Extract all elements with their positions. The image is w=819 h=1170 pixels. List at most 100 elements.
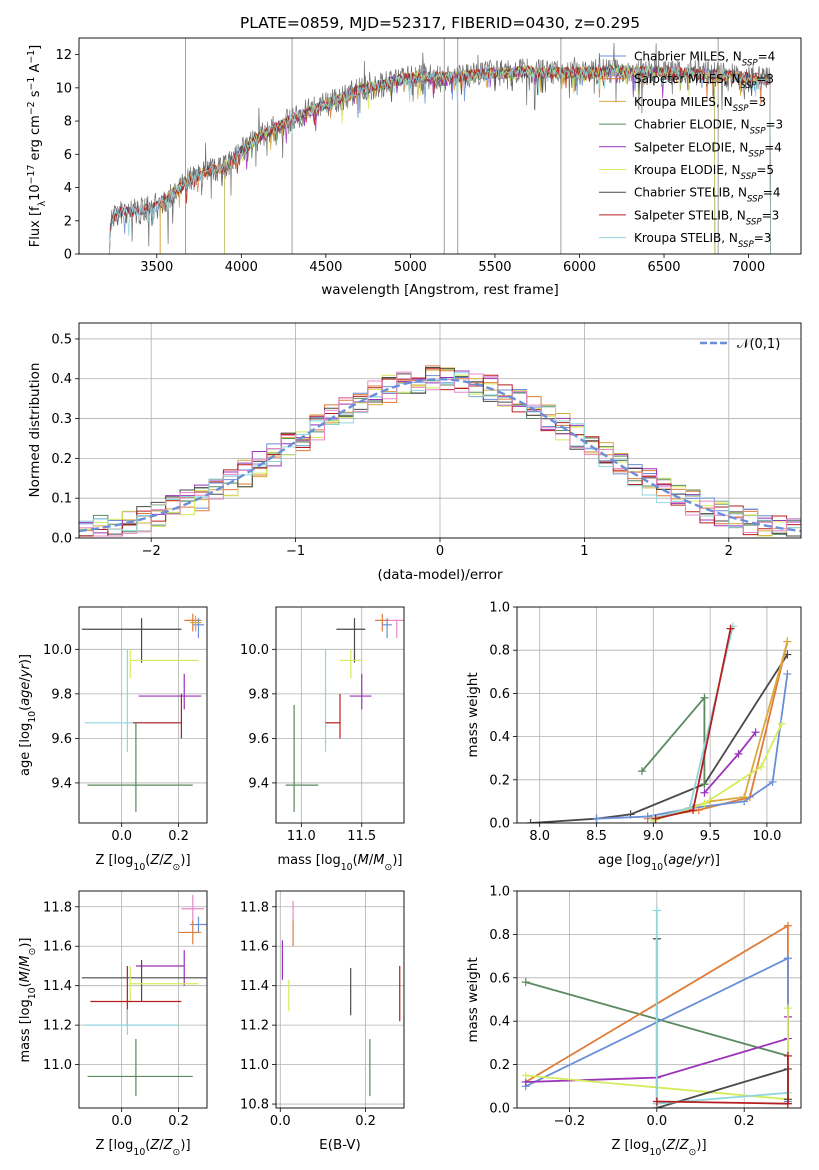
label-part: SSP <box>733 104 750 114</box>
errorbar-point <box>129 649 199 679</box>
weight-marker <box>521 978 530 987</box>
errorbar-point <box>87 722 193 812</box>
label-part: SSP <box>748 149 765 159</box>
x-tick-label: 0.2 <box>168 1114 189 1129</box>
x-tick-label: 2 <box>725 544 733 559</box>
label-part: Chabrier STELIB, N <box>634 186 747 200</box>
weight-marker <box>652 1097 661 1106</box>
label-part: M <box>18 971 33 982</box>
label-part: Z <box>163 853 174 868</box>
y-tick-label: 0.4 <box>489 1015 510 1030</box>
model-spectrum <box>159 64 771 254</box>
weight-marker <box>740 793 749 802</box>
axes-frame <box>275 606 405 824</box>
x-tick-label: 0.0 <box>111 1114 132 1129</box>
errorbar-point <box>192 618 205 639</box>
label-part: =3 <box>749 95 767 109</box>
y-tick-label: 11.4 <box>240 979 269 994</box>
x-tick-label: 5000 <box>394 260 427 275</box>
legend-label: Salpeter ELODIE, NSSP=4 <box>634 140 782 159</box>
label-part: Kroupa STELIB, N <box>634 231 738 245</box>
errorbar-point <box>81 618 182 663</box>
errorbar-point <box>81 960 207 1002</box>
y-tick-label: 0.6 <box>489 971 510 986</box>
label-part: SSP <box>750 127 767 137</box>
y-tick-label: 11.4 <box>43 979 72 994</box>
label-part: )] <box>180 853 190 868</box>
weight-line <box>653 723 783 822</box>
label-part: Z <box>149 853 160 868</box>
y-tick-label: 11.8 <box>240 900 269 915</box>
x-tick-label: 6000 <box>563 260 596 275</box>
label-part: / <box>369 853 374 868</box>
label-part: age <box>668 853 692 868</box>
y-tick-label: 0.6 <box>489 687 510 702</box>
label-part: Flux [f <box>28 206 43 247</box>
label-part: / <box>159 853 164 868</box>
label-part: Kroupa ELODIE, N <box>634 163 741 177</box>
label-part: / <box>692 853 697 868</box>
y-tick-label: 0.0 <box>489 1102 510 1117</box>
y-tick-label: 0.0 <box>51 532 72 547</box>
errorbar-point <box>336 618 366 663</box>
model-spectrum <box>109 64 771 254</box>
y-tick-label: 10.8 <box>240 1098 269 1113</box>
x-tick-label: 4500 <box>309 260 342 275</box>
label-part: Z [log <box>611 1138 649 1153</box>
residual-histogram <box>79 367 801 538</box>
label-part: λ <box>37 200 48 206</box>
label-part: Z [log <box>95 1138 133 1153</box>
x-tick-label: 7000 <box>732 260 765 275</box>
label-part: 10 <box>133 1147 145 1158</box>
weight-marker <box>751 728 760 737</box>
errorbar-point <box>133 693 182 739</box>
weight-marker <box>768 777 777 786</box>
weight-line <box>641 695 706 785</box>
errorbar-point <box>349 673 372 710</box>
y-tick-label: 0.8 <box>489 644 510 659</box>
label-part: Z [log <box>95 853 133 868</box>
y-axis-label: Flux [fλ10−17 erg cm−2 s−1 A−1] <box>26 45 48 247</box>
label-part: )] <box>18 938 33 948</box>
label-part: Salpeter STELIB, N <box>634 208 746 222</box>
legend-label: Salpeter STELIB, NSSP=3 <box>634 208 779 227</box>
label-part: ( <box>145 1138 150 1153</box>
label-part: ⊙ <box>385 862 393 873</box>
axes-frame <box>78 890 208 1109</box>
label-part: Z <box>665 1138 676 1153</box>
y-tick-label: 10.0 <box>240 643 269 658</box>
x-tick-label: 0.0 <box>111 829 132 844</box>
label-part: age <box>18 682 33 706</box>
y-tick-label: 0.1 <box>51 492 72 507</box>
label-part: SSP <box>747 195 764 205</box>
y-tick-label: 0.8 <box>489 928 510 943</box>
label-part: A <box>28 64 43 77</box>
label-part: =4 <box>758 50 776 64</box>
label-part: Chabrier MILES, N <box>634 50 742 64</box>
x-tick-label: 0.2 <box>168 829 189 844</box>
label-part: / <box>18 677 33 682</box>
y-tick-label: 8 <box>64 115 72 130</box>
label-part: )] <box>18 654 33 664</box>
label-part: )] <box>710 853 720 868</box>
label-part: ( <box>145 853 150 868</box>
weight-marker <box>526 819 535 823</box>
x-axis-label: wavelength [Angstrom, rest frame] <box>321 282 559 298</box>
errorbar-point <box>90 965 182 1026</box>
legend-label: Kroupa ELODIE, NSSP=5 <box>634 163 774 182</box>
label-part: age [log <box>598 853 651 868</box>
axes-frame <box>516 606 802 824</box>
errorbar-point <box>129 965 199 1002</box>
y-axis-label: Normed distribution <box>27 363 43 498</box>
y-tick-label: 1.0 <box>489 601 510 616</box>
x-axis-label: Z [log10(Z/Z⊙)] <box>95 1138 190 1158</box>
label-part: SSP <box>741 81 758 91</box>
label-part: 10 <box>27 987 38 999</box>
model-spectrum <box>109 64 771 254</box>
label-part: Kroupa MILES, N <box>634 95 733 109</box>
y-axis-label: mass weight <box>465 957 481 1042</box>
label-part: Salpeter MILES, N <box>634 72 741 86</box>
x-tick-label: 8.0 <box>529 829 550 844</box>
panel-age-vs-Z: 0.0 0.2 9.4 9.6 9.8 10.0 <box>43 606 208 844</box>
x-tick-label: 0.0 <box>646 1114 667 1129</box>
